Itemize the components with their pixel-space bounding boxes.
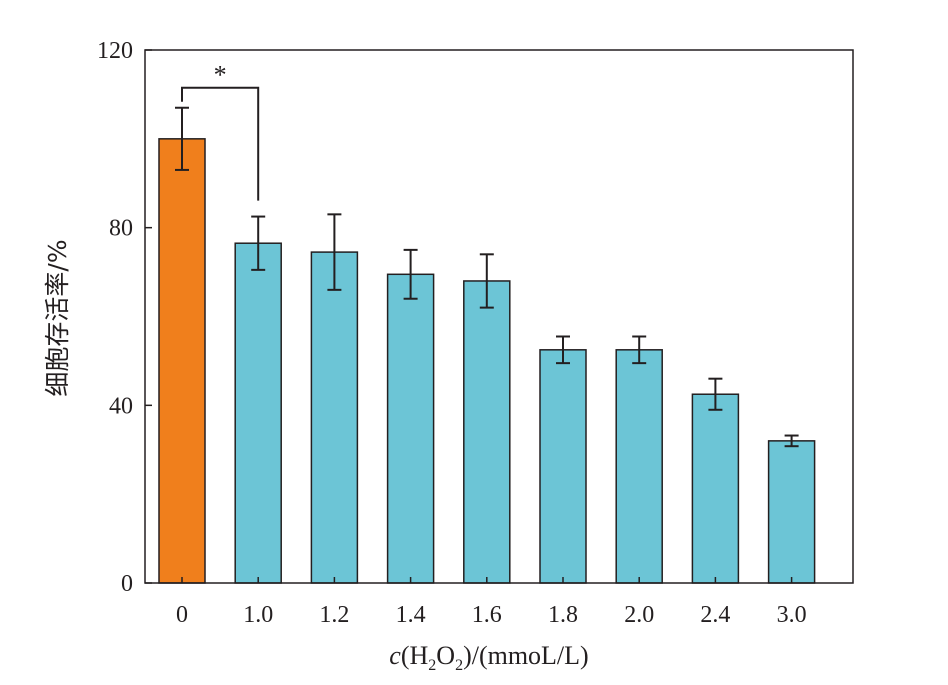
error-bar-1.0	[251, 215, 266, 271]
error-bar-1.8	[556, 335, 570, 365]
x-axis-title-italic: c	[389, 641, 401, 670]
x-tick-label: 1.8	[548, 602, 578, 628]
error-bar-1.6	[479, 253, 494, 309]
x-axis-title-sub1: 2	[428, 657, 436, 674]
x-tick-label: 1.0	[243, 602, 273, 628]
bar-3.0	[767, 440, 816, 584]
bar-2.4	[691, 393, 740, 584]
y-axis-ticks: 0 40 80 120	[97, 38, 152, 597]
error-bar-2.0	[632, 335, 647, 365]
bar-1.2	[310, 251, 359, 584]
bar-1.0	[234, 242, 282, 584]
error-bars-group	[175, 106, 799, 448]
x-axis-title-mid: O	[436, 641, 455, 670]
y-axis-title: 细胞存活率/%	[43, 239, 72, 396]
x-tick-label: 3.0	[777, 602, 807, 628]
y-tick-label: 0	[121, 571, 133, 597]
bar-0	[158, 138, 206, 584]
x-tick-label: 1.2	[319, 602, 349, 628]
x-axis-ticks: 0 1.0 1.2 1.4 1.6 1.8 2.0 2.4 3.0	[176, 577, 807, 628]
error-bar-0	[175, 106, 189, 171]
x-tick-label: 2.4	[700, 602, 730, 628]
bar-2.0	[615, 349, 663, 584]
significance-label: *	[214, 61, 227, 90]
bars-group	[158, 138, 816, 584]
x-axis-title-open: (H	[401, 641, 429, 670]
significance-bracket	[181, 86, 260, 201]
x-tick-label: 1.4	[396, 602, 426, 628]
significance-bracket-group: *	[181, 61, 260, 201]
x-axis-title-sub2: 2	[455, 657, 463, 674]
x-axis-title-rest: )/(mmoL/L)	[463, 641, 589, 670]
x-tick-label: 1.6	[472, 602, 502, 628]
error-bar-1.2	[327, 213, 342, 291]
bar-1.4	[386, 273, 435, 584]
error-bar-1.4	[403, 248, 418, 300]
y-tick-label: 40	[109, 393, 133, 419]
x-tick-label: 2.0	[624, 602, 654, 628]
plot-frame	[144, 49, 854, 584]
y-tick-label: 80	[109, 216, 133, 242]
bar-1.6	[463, 280, 511, 584]
x-axis-title: c(H2O2)/(mmoL/L)	[389, 641, 588, 674]
x-tick-label: 0	[176, 602, 188, 628]
bar-1.8	[539, 349, 587, 584]
y-tick-label: 120	[97, 38, 133, 64]
error-bar-2.4	[708, 377, 723, 411]
error-bar-3.0	[784, 434, 799, 448]
